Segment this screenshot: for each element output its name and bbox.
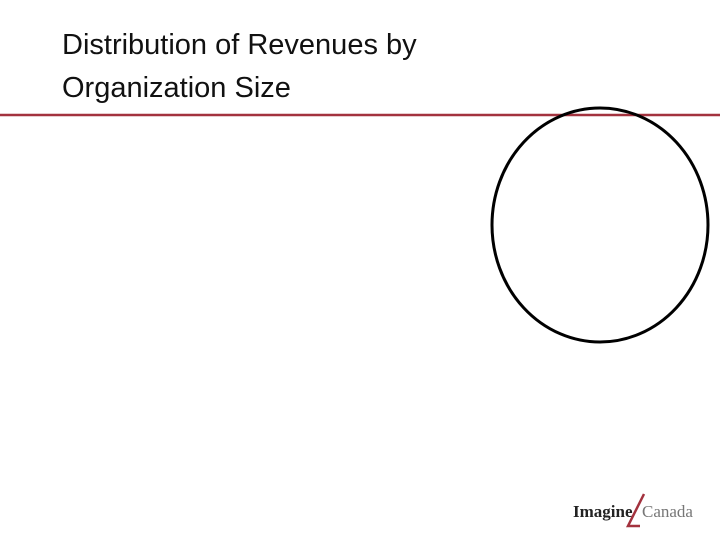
title-line: Distribution of Revenues by bbox=[62, 29, 417, 61]
logo-text: Imagine bbox=[573, 502, 633, 521]
chart-outline bbox=[490, 106, 710, 344]
logo-slash bbox=[625, 493, 646, 528]
title-line: Organization Size bbox=[62, 72, 291, 104]
logo-text: Canada bbox=[642, 502, 693, 521]
